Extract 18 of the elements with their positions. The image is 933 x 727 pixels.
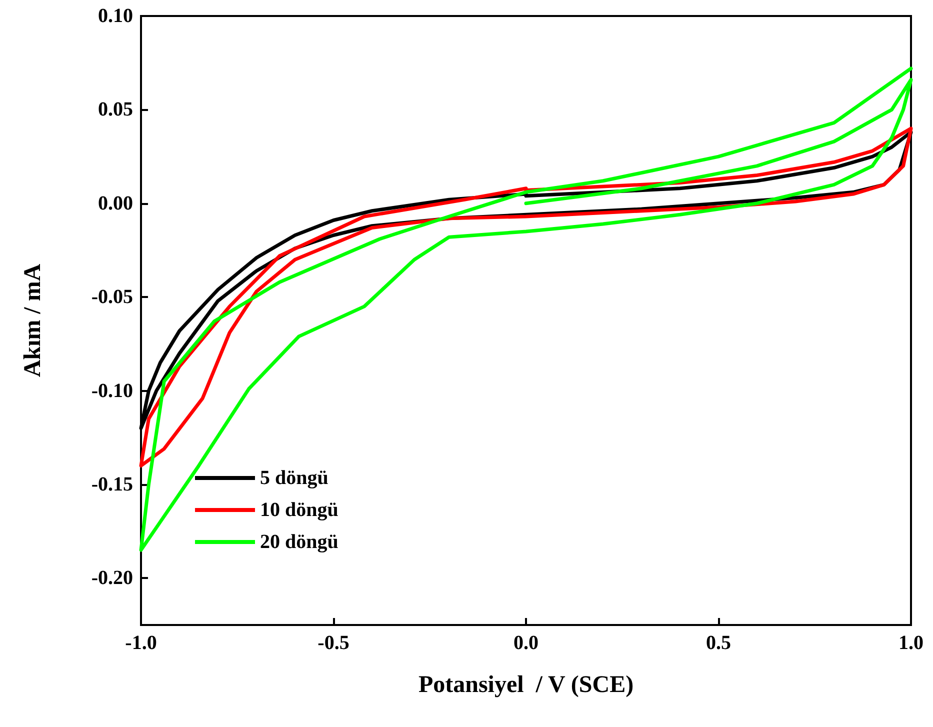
x-tick-label: -1.0 [125, 632, 157, 654]
y-tick-label: -0.05 [91, 286, 133, 308]
y-axis-title: Akım / mA [20, 263, 46, 378]
y-tick-label: -0.20 [91, 567, 133, 590]
y-tick-label: -0.15 [91, 473, 133, 496]
x-axis-title: Potansiyel / V (SCE) [418, 672, 634, 698]
y-tick-label: 0.00 [98, 192, 133, 214]
legend-label: 20 döngü [260, 531, 338, 553]
y-tick-label: -0.10 [91, 380, 133, 402]
legend-label: 5 döngü [260, 467, 328, 489]
y-tick-label: 0.05 [98, 98, 133, 121]
y-tick-label: 0.10 [98, 5, 133, 27]
x-tick-label: 0.0 [514, 632, 538, 654]
x-tick-label: 0.5 [706, 632, 731, 654]
line-series [139, 66, 913, 552]
legend-label: 10 döngü [260, 499, 338, 521]
x-tick-label: -0.5 [318, 632, 350, 654]
x-tick-label: 1.0 [898, 632, 924, 654]
